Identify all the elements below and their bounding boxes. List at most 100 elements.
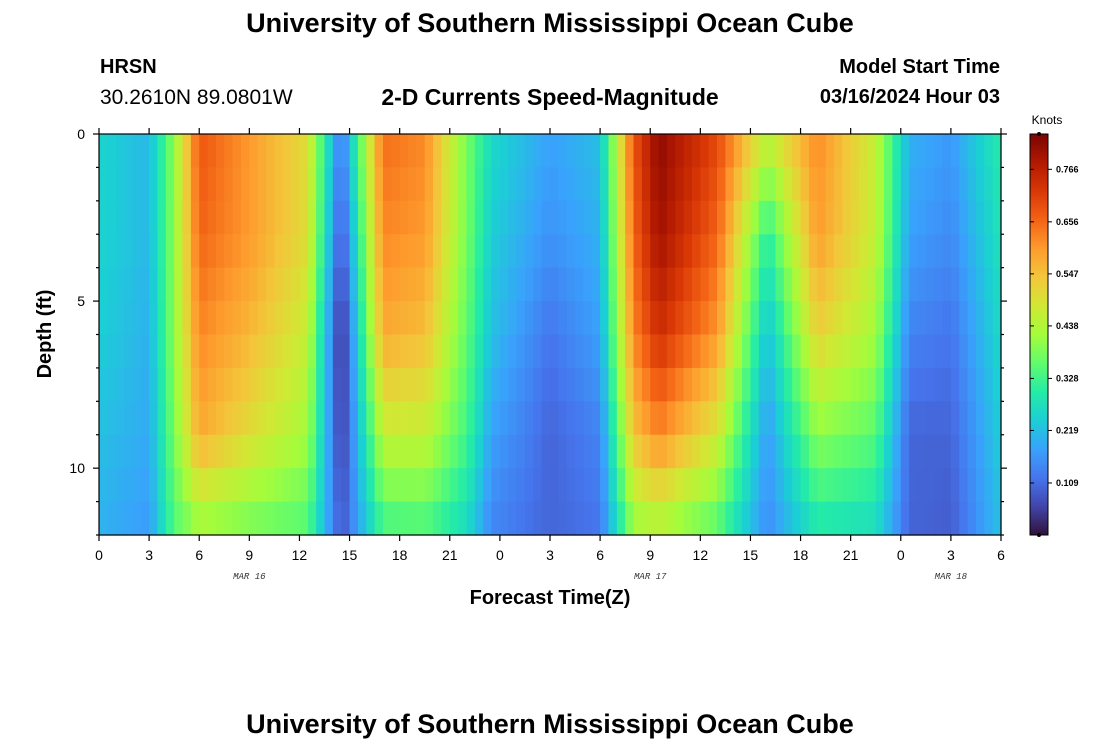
heatmap-cell bbox=[458, 334, 468, 369]
page-title: University of Southern Mississippi Ocean… bbox=[246, 8, 854, 38]
heatmap-cell bbox=[474, 367, 484, 402]
heatmap-cell bbox=[199, 334, 209, 369]
heatmap-cell bbox=[165, 234, 175, 269]
heatmap-cell bbox=[124, 200, 134, 235]
heatmap-cell bbox=[742, 301, 752, 336]
heatmap-cell bbox=[892, 301, 902, 336]
heatmap-cell bbox=[524, 334, 534, 369]
heatmap-cell bbox=[575, 167, 585, 202]
heatmap-cell bbox=[215, 434, 225, 469]
heatmap-cell bbox=[441, 468, 451, 503]
heatmap-cell bbox=[332, 234, 342, 269]
heatmap-cell bbox=[366, 401, 376, 436]
heatmap-cell bbox=[683, 301, 693, 336]
heatmap-cell bbox=[124, 234, 134, 269]
heatmap-cell bbox=[717, 234, 726, 269]
heatmap-cell bbox=[967, 468, 977, 503]
heatmap-cell bbox=[792, 501, 802, 536]
x-tick-label: 15 bbox=[342, 547, 358, 563]
heatmap-cell bbox=[850, 334, 860, 369]
heatmap-cell bbox=[575, 434, 585, 469]
heatmap-cell bbox=[583, 301, 593, 336]
heatmap-cell bbox=[266, 367, 275, 402]
heatmap-cell bbox=[357, 267, 367, 302]
heatmap-cell bbox=[758, 434, 768, 469]
heatmap-cell bbox=[316, 267, 326, 302]
heatmap-cell bbox=[516, 301, 526, 336]
heatmap-cell bbox=[282, 200, 292, 235]
heatmap-cell bbox=[215, 401, 225, 436]
heatmap-cell bbox=[99, 167, 108, 202]
heatmap-cell bbox=[240, 367, 250, 402]
x-tick-label: 3 bbox=[947, 547, 955, 563]
heatmap-cell bbox=[750, 301, 760, 336]
heatmap-cell bbox=[850, 167, 860, 202]
heatmap-cell bbox=[107, 501, 117, 536]
heatmap-cell bbox=[149, 200, 159, 235]
heatmap-cell bbox=[257, 334, 267, 369]
heatmap-cell bbox=[274, 401, 284, 436]
heatmap-cell bbox=[558, 267, 568, 302]
heatmap-cell bbox=[600, 468, 610, 503]
heatmap-cell bbox=[357, 468, 367, 503]
heatmap-cell bbox=[232, 367, 242, 402]
heatmap-cell bbox=[625, 267, 635, 302]
heatmap-cell bbox=[783, 200, 793, 235]
heatmap-cell bbox=[99, 468, 108, 503]
heatmap-cell bbox=[859, 167, 868, 202]
heatmap-cell bbox=[483, 234, 493, 269]
heatmap-cell bbox=[107, 134, 117, 169]
heatmap-cell bbox=[399, 200, 409, 235]
heatmap-cell bbox=[449, 234, 459, 269]
heatmap-cell bbox=[516, 167, 526, 202]
heatmap-cell bbox=[349, 401, 359, 436]
heatmap-cell bbox=[909, 301, 919, 336]
heatmap-cell bbox=[842, 167, 852, 202]
heatmap-cell bbox=[975, 401, 985, 436]
heatmap-cell bbox=[282, 501, 292, 536]
heatmap-cell bbox=[725, 401, 735, 436]
heatmap-cell bbox=[174, 200, 184, 235]
heatmap-cell bbox=[717, 468, 726, 503]
heatmap-cell bbox=[324, 401, 334, 436]
heatmap-cell bbox=[174, 234, 184, 269]
heatmap-cell bbox=[658, 367, 668, 402]
heatmap-cell bbox=[583, 200, 593, 235]
heatmap-cell bbox=[391, 501, 401, 536]
heatmap-cell bbox=[174, 468, 184, 503]
heatmap-cell bbox=[683, 334, 693, 369]
heatmap-cell bbox=[99, 434, 108, 469]
heatmap-cell bbox=[207, 334, 217, 369]
heatmap-cell bbox=[291, 367, 301, 402]
heatmap-cell bbox=[767, 200, 777, 235]
heatmap-cell bbox=[115, 501, 125, 536]
heatmap-cell bbox=[725, 267, 735, 302]
heatmap-cell bbox=[291, 401, 301, 436]
heatmap-cell bbox=[700, 234, 710, 269]
heatmap-cell bbox=[391, 434, 401, 469]
heatmap-cell bbox=[917, 468, 927, 503]
heatmap-cell bbox=[274, 367, 284, 402]
heatmap-cell bbox=[942, 301, 952, 336]
heatmap-cell bbox=[909, 200, 919, 235]
heatmap-cell bbox=[357, 501, 367, 536]
heatmap-cell bbox=[725, 468, 735, 503]
heatmap-cell bbox=[934, 367, 944, 402]
heatmap-cell bbox=[683, 401, 693, 436]
heatmap-cell bbox=[508, 167, 518, 202]
heatmap-cell bbox=[625, 234, 635, 269]
heatmap-cell bbox=[357, 367, 367, 402]
heatmap-cell bbox=[408, 468, 417, 503]
heatmap-cell bbox=[775, 134, 785, 169]
heatmap-cell bbox=[842, 501, 852, 536]
heatmap-cell bbox=[758, 401, 768, 436]
heatmap-cell bbox=[867, 234, 877, 269]
heatmap-cell bbox=[140, 401, 150, 436]
heatmap-cell bbox=[575, 334, 585, 369]
heatmap-cell bbox=[666, 234, 676, 269]
heatmap-cell bbox=[474, 434, 484, 469]
x-tick-label: 3 bbox=[145, 547, 153, 563]
heatmap-cell bbox=[349, 200, 359, 235]
heatmap-cell bbox=[608, 301, 618, 336]
heatmap-cell bbox=[190, 200, 200, 235]
